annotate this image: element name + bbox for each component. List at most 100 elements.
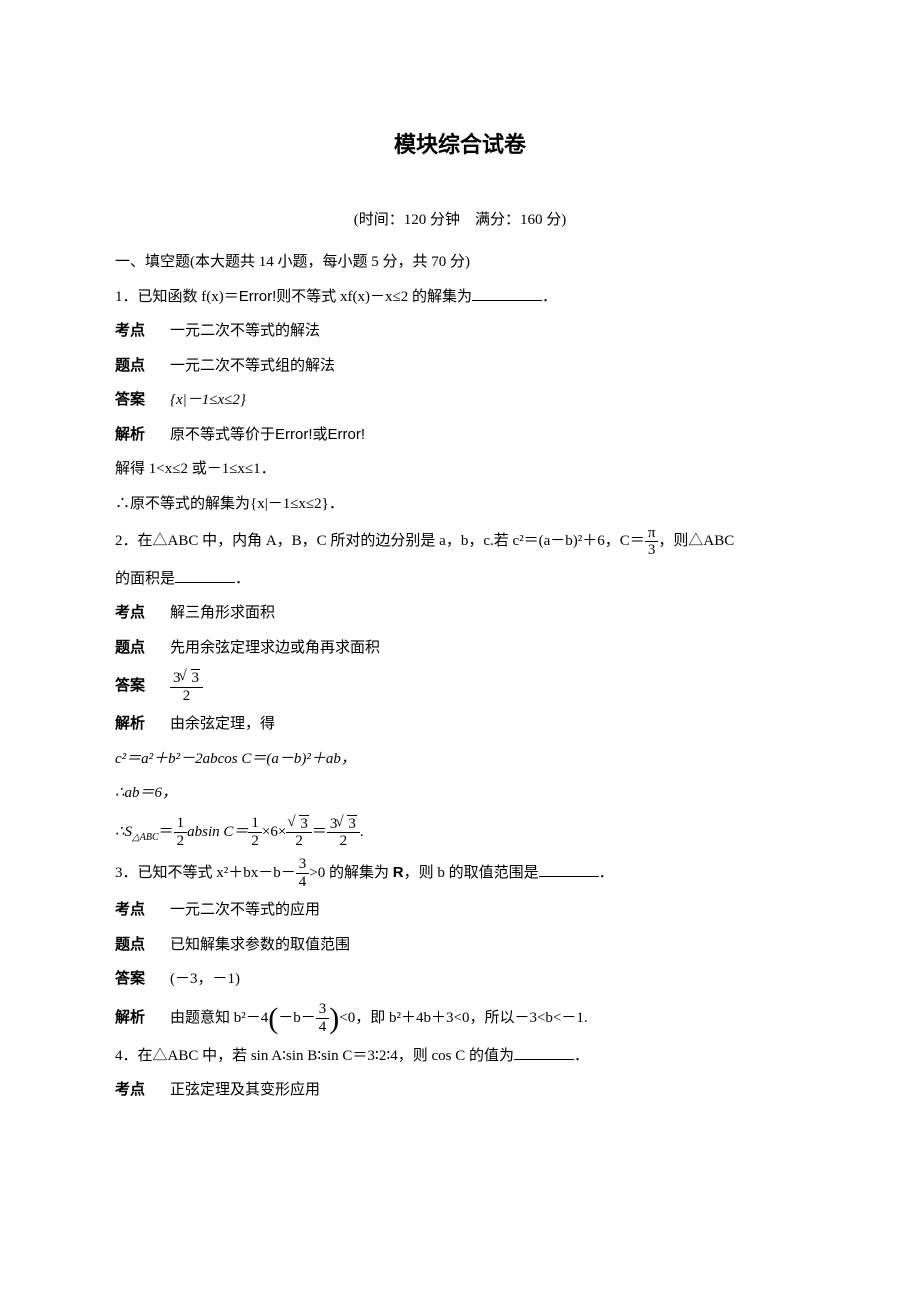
frac-num: 3 [286,815,312,834]
page: 模块综合试卷 (时间：120 分钟 满分：160 分) 一、填空题(本大题共 1… [0,0,920,1302]
tidian-label: 题点 [115,928,155,963]
frac-r3-2: 32 [286,815,312,850]
frac-den: 4 [316,1019,330,1036]
frac-den: 2 [248,833,262,850]
frac-den: 2 [174,833,188,850]
section-heading: 一、填空题(本大题共 14 小题，每小题 5 分，共 70 分) [115,245,805,280]
frac-den: 2 [170,688,203,705]
q4-stem-b: ． [574,1048,589,1064]
q2-tidian: 题点 先用余弦定理求边或角再求面积 [115,631,805,666]
frac-den: 2 [327,833,360,850]
frac-num: 33 [327,815,360,834]
q2-line3-sub: △ABC [132,832,159,843]
q2-stem-b: ，则△ABC [658,533,734,549]
daan-label: 答案 [115,665,155,707]
q2-kaodian-text: 解三角形求面积 [170,605,275,621]
page-title: 模块综合试卷 [115,120,805,171]
right-paren-icon: ) [329,1005,339,1032]
q2-line3-e: ＝ [312,824,327,840]
kaodian-label: 考点 [115,1073,155,1108]
q3-daan: 答案 (－3，－1) [115,962,805,997]
q3-jiexi: 解析 由题意知 b²－4(－b－34)<0，即 b²＋4b＋3<0，所以－3<b… [115,997,805,1039]
q2-daan-frac: 332 [170,669,203,704]
q3-kaodian-text: 一元二次不等式的应用 [170,902,320,918]
frac-num: 3 [316,1001,330,1019]
q2-daan: 答案 332 [115,665,805,707]
q3-stem-d: ． [599,865,614,881]
q1-sol1: 解得 1<x≤2 或－1≤x≤1． [115,452,805,487]
q1-jiexi-mid: 或 [313,427,328,443]
frac-den: 4 [296,874,310,891]
q1-kaodian: 考点 一元二次不等式的解法 [115,314,805,349]
q4-stem-a: 4．在△ABC 中，若 sin A∶sin B∶sin C＝3∶2∶4，则 co… [115,1048,514,1064]
sqrt-icon: 3 [289,815,309,833]
q1-stem-b: 则不等式 xf(x)－x≤2 的解集为 [276,289,472,305]
kaodian-label: 考点 [115,314,155,349]
q3-tidian: 题点 已知解集求参数的取值范围 [115,928,805,963]
q3-frac-34: 34 [296,856,310,890]
q3-jiexi-b: <0，即 b²＋4b＋3<0，所以－3<b<－1. [339,1010,587,1026]
q3-jiexi-frac: 34 [316,1001,330,1035]
daan-label: 答案 [115,383,155,418]
q4-kaodian: 考点 正弦定理及其变形应用 [115,1073,805,1108]
q3-stem-c: ，则 b 的取值范围是 [404,865,539,881]
q2-frac-pi3: π3 [645,525,659,559]
q1-jiexi-a: 原不等式等价于 [170,427,275,443]
q1-tidian: 题点 一元二次不等式组的解法 [115,349,805,384]
frac-den: 2 [286,833,312,850]
q2-stem-d: ． [235,571,250,587]
frac-num: 1 [248,815,262,833]
q1-blank [472,285,542,301]
kaodian-label: 考点 [115,596,155,631]
q4-kaodian-text: 正弦定理及其变形应用 [170,1082,320,1098]
frac-3r3-2: 332 [327,815,360,850]
q1-stem: 1．已知函数 f(x)＝Error!则不等式 xf(x)－x≤2 的解集为 ． [115,280,805,315]
q1-error-1: Error! [239,288,277,305]
q2-line1: c²＝a²＋b²－2abcos C＝(a－b)²＋ab， [115,742,805,777]
q4-stem: 4．在△ABC 中，若 sin A∶sin B∶sin C＝3∶2∶4，则 co… [115,1039,805,1074]
q1-jiexi: 解析 原不等式等价于Error!或Error! [115,418,805,453]
q2-stem-c: 的面积是 [115,571,175,587]
q2-stem-line1: 2．在△ABC 中，内角 A，B，C 所对的边分别是 a，b，c.若 c²＝(a… [115,521,805,562]
q3-blank [539,861,599,877]
frac-num: 3 [296,856,310,874]
sqrt-icon: 3 [337,815,357,833]
q1-error-3: Error! [328,426,366,443]
jiexi-label: 解析 [115,707,155,742]
daan-label: 答案 [115,962,155,997]
q1-error-2: Error! [275,426,313,443]
q1-daan-text: {x|－1≤x≤2} [170,392,246,408]
frac-num: π [645,525,659,543]
frac-den: 3 [645,542,659,559]
q2-kaodian: 考点 解三角形求面积 [115,596,805,631]
kaodian-label: 考点 [115,893,155,928]
q1-sol2: ∴原不等式的解集为{x|－1≤x≤2}． [115,487,805,522]
q2-line2: ∴ab＝6， [115,776,805,811]
q2-line3-d: ×6× [262,824,286,840]
exam-meta: (时间：120 分钟 满分：160 分) [115,203,805,238]
q2-line3: ∴S△ABC＝12absin C＝12×6×32＝332. [115,811,805,853]
q2-blank [175,567,235,583]
q2-jiexi-intro: 由余弦定理，得 [170,716,275,732]
q3-kaodian: 考点 一元二次不等式的应用 [115,893,805,928]
q2-line3-b: ＝ [159,824,174,840]
q1-daan: 答案 {x|－1≤x≤2} [115,383,805,418]
q1-kaodian-text: 一元二次不等式的解法 [170,323,320,339]
q3-tidian-text: 已知解集求参数的取值范围 [170,937,350,953]
frac-half-2: 12 [248,815,262,849]
jiexi-label: 解析 [115,418,155,453]
jiexi-label: 解析 [115,997,155,1039]
q2-stem-line2: 的面积是 ． [115,562,805,597]
frac-half-1: 12 [174,815,188,849]
q1-stem-a: 1．已知函数 f(x)＝ [115,289,239,305]
q2-line3-f: . [360,824,364,840]
frac-num: 1 [174,815,188,833]
tidian-label: 题点 [115,349,155,384]
q3-stem-b: >0 的解集为 [309,865,392,881]
q1-stem-c: ． [542,289,557,305]
q2-tidian-text: 先用余弦定理求边或角再求面积 [170,640,380,656]
q3-stem: 3．已知不等式 x²＋bx－b－34>0 的解集为 R，则 b 的取值范围是． [115,853,805,894]
left-paren-icon: ( [268,1005,278,1032]
q2-stem-a: 2．在△ABC 中，内角 A，B，C 所对的边分别是 a，b，c.若 c²＝(a… [115,533,645,549]
q2-jiexi: 解析 由余弦定理，得 [115,707,805,742]
